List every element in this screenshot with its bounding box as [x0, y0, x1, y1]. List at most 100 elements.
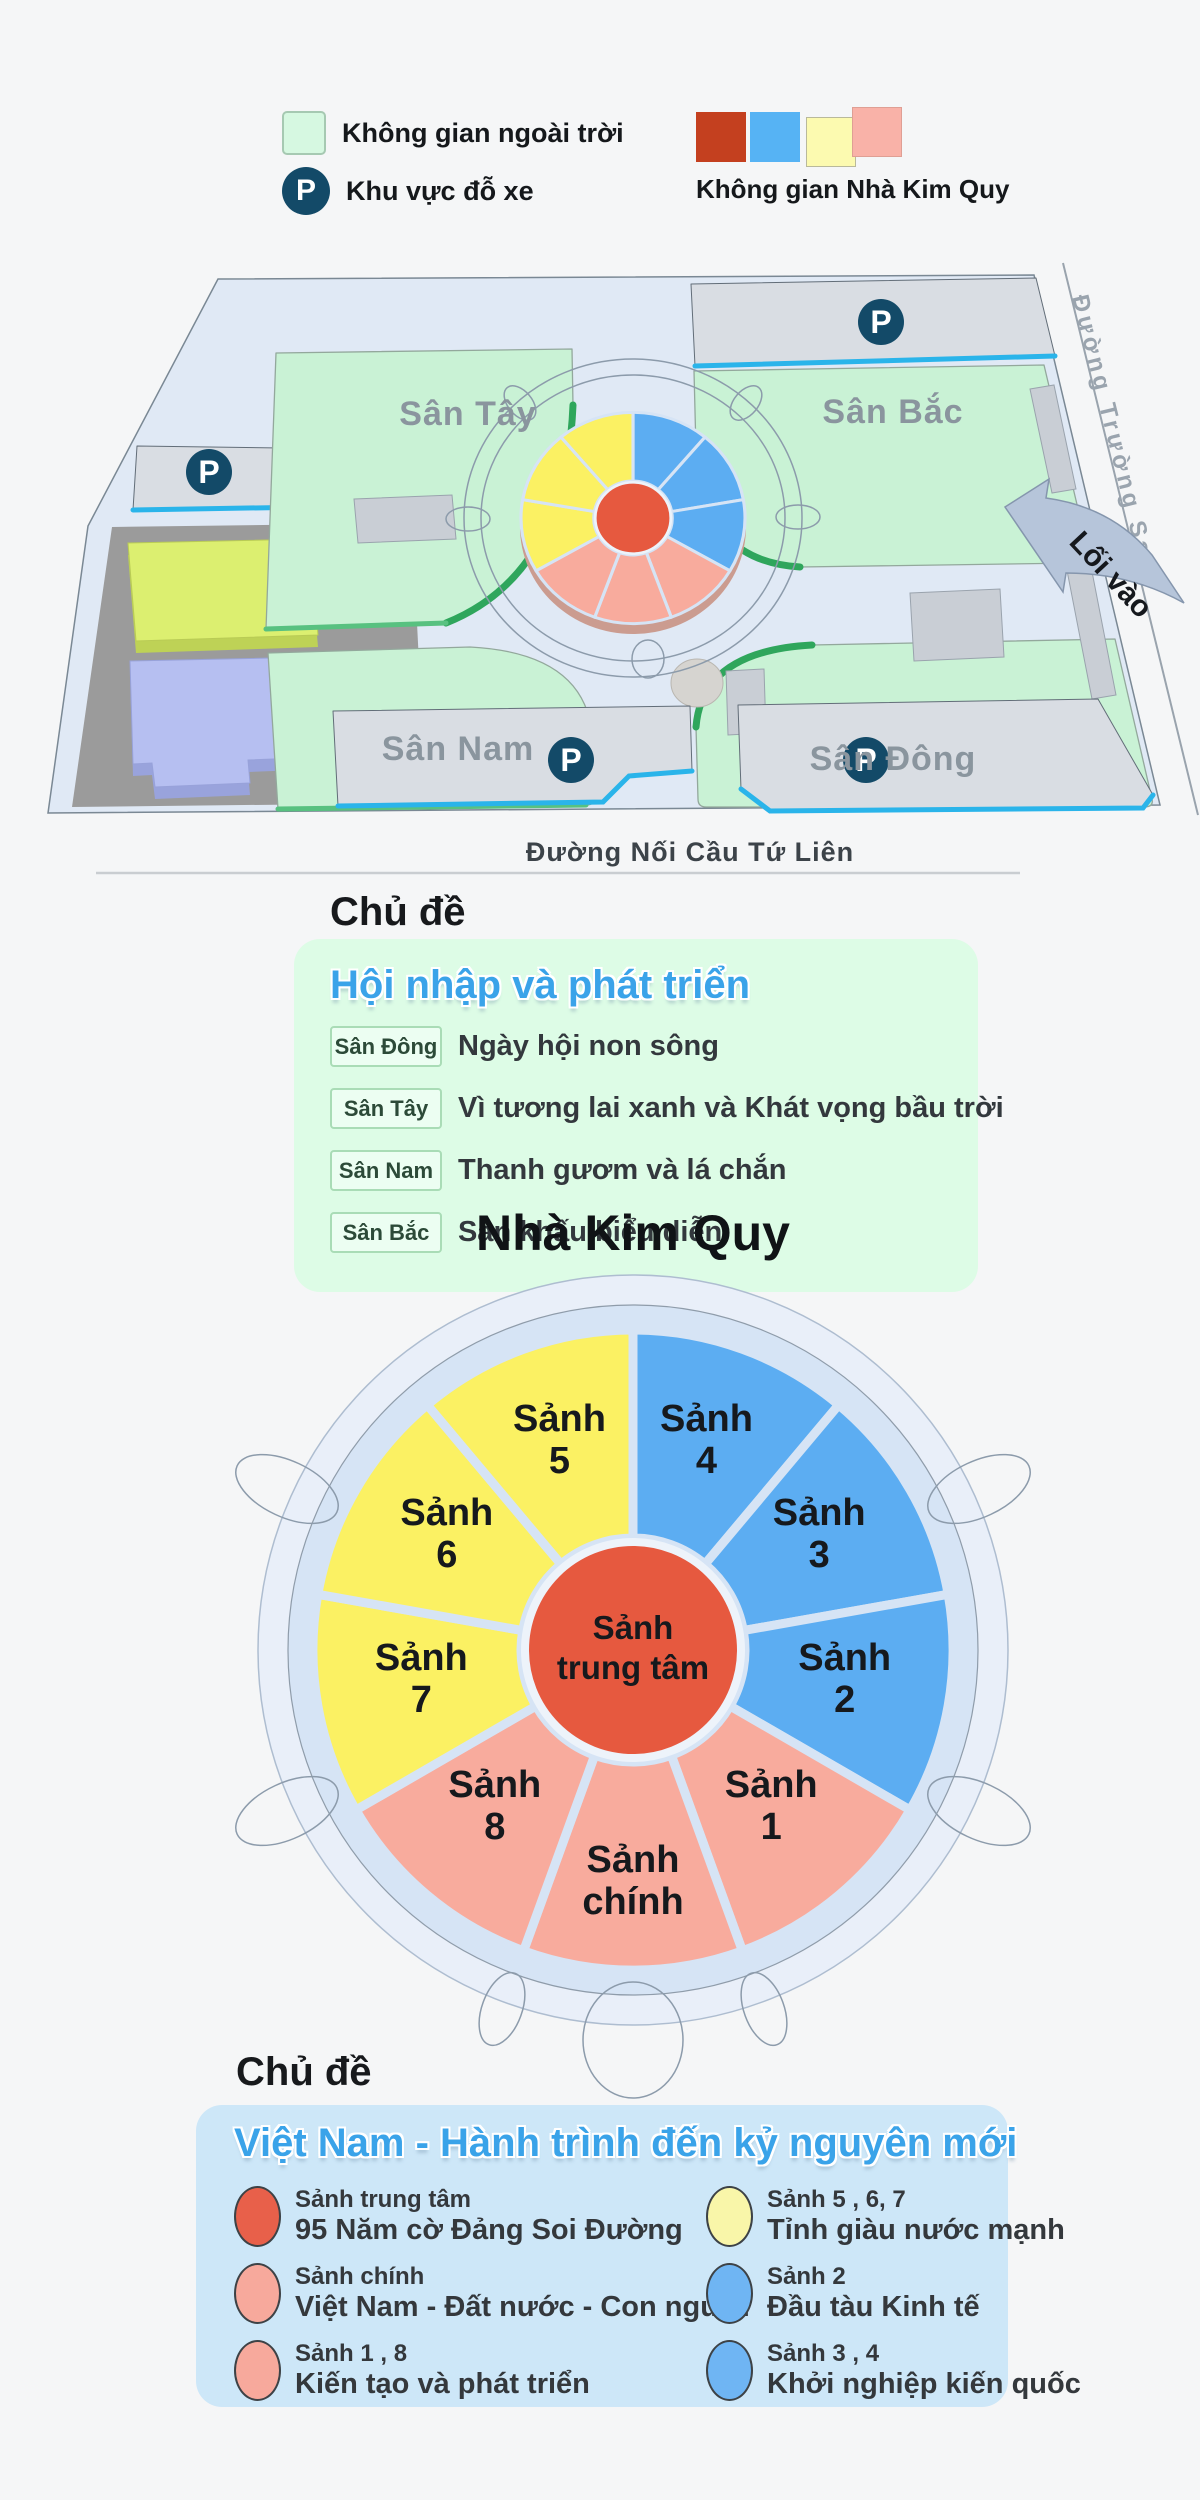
hall-3 — [700, 1400, 953, 1636]
main-hall-swatch — [234, 2263, 281, 2324]
tag-san-bac: Sân Bắc — [330, 1212, 442, 1253]
theme-item-halls-34: Sảnh 3 , 4 Khởi nghiệp kiến quốc — [706, 2332, 1081, 2409]
building-theme-title: Việt Nam - Hành trình đến kỷ nguyên mới — [234, 2121, 1018, 2165]
theme-san-bac: Sân khấu biểu diễn — [458, 1216, 723, 1248]
hall-4-label-2: 4 — [696, 1440, 717, 1482]
head-loop — [582, 1981, 684, 2099]
theme-row-san-bac: Sân Bắc Sân khấu biểu diễn — [330, 1212, 948, 1253]
hall-8-label-1: Sảnh — [448, 1764, 541, 1806]
theme-item-hall-2: Sảnh 2 Đầu tàu Kinh tế — [706, 2255, 1081, 2332]
tail-loop-right — [740, 1971, 788, 2047]
theme-san-dong: Ngày hội non sông — [458, 1030, 719, 1062]
outdoor-theme-heading: Chủ đề — [330, 890, 466, 934]
flipper-nw — [235, 1453, 339, 1525]
theme-item-central-hall: Sảnh trung tâm 95 Năm cờ Đảng Soi Đường — [234, 2178, 706, 2255]
hall-1-label-2: 1 — [761, 1806, 782, 1848]
hall-6-label-1: Sảnh — [400, 1492, 493, 1534]
mini-ring-outer — [463, 358, 803, 678]
building-theme-heading: Chủ đề — [236, 2050, 372, 2094]
building-title: Nhà Kim Quy — [476, 1205, 790, 1261]
hall-5-label-2: 5 — [549, 1440, 570, 1482]
hall-2-label-2: 2 — [834, 1679, 855, 1721]
parking-icon-north: P — [858, 299, 904, 345]
mini-head — [631, 639, 665, 679]
entrance-arrow — [1003, 477, 1185, 604]
outdoor-legend-label: Không gian ngoài trời — [342, 117, 624, 148]
kimquy-legend-label: Không gian Nhà Kim Quy — [696, 174, 1010, 204]
hall-2-swatch — [706, 2263, 753, 2324]
halls-18-swatch — [234, 2340, 281, 2401]
mini-center-hall — [593, 481, 673, 555]
tail-loop-left — [478, 1971, 526, 2047]
theme-item-halls-567: Sảnh 5 , 6, 7 Tỉnh giàu nước mạnh — [706, 2178, 1081, 2255]
label-san-bac: Sân Bắc — [822, 393, 963, 431]
hall-8 — [351, 1701, 600, 1956]
tag-san-tay: Sân Tây — [330, 1088, 442, 1129]
flipper-sw — [235, 1775, 339, 1847]
legend-kimquy-spaces: Không gian Nhà Kim Quy — [696, 104, 1009, 205]
hall-2-label-1: Sảnh — [798, 1637, 891, 1679]
hall-center — [521, 1538, 745, 1762]
hall-chinh-label-2: chính — [582, 1881, 683, 1923]
area-san-dong-accent — [692, 641, 816, 731]
svg-text:P: P — [198, 454, 219, 490]
mini-flipper-west — [445, 506, 491, 532]
kimquy-diagram: Sảnh 4 Sảnh 3 Sảnh 2 Sảnh 1 Sảnh chính S… — [235, 1274, 1031, 2099]
hall-8-label-2: 8 — [484, 1806, 505, 1848]
label-san-tay: Sân Tây — [399, 395, 536, 433]
mini-flipper-nw — [503, 385, 537, 421]
label-san-nam: Sân Nam — [382, 730, 535, 768]
road-strip-ne — [1029, 384, 1077, 494]
parking-north-curb — [692, 353, 1058, 369]
hall-yellow-swatch — [806, 117, 856, 167]
hall-7-label-2: 7 — [411, 1679, 432, 1721]
parking-sw-curb — [335, 768, 695, 809]
area-san-tay-edge — [263, 620, 449, 632]
svg-text:P: P — [855, 742, 876, 778]
theme-row-san-tay: Sân Tây Vì tương lai xanh và Khát vọng b… — [330, 1088, 1004, 1129]
mini-flipper-ne — [729, 385, 763, 421]
parking-icon-west: P — [186, 449, 232, 495]
theme-row-san-nam: Sân Nam Thanh gươm và lá chắn — [330, 1150, 948, 1191]
halls-34-swatch — [706, 2340, 753, 2401]
hall-4-label-1: Sảnh — [660, 1398, 753, 1440]
hall-6-label-2: 6 — [436, 1534, 457, 1576]
mini-ring-inner — [480, 374, 786, 662]
road-bottom-label: Đường Nối Cầu Tứ Liên — [526, 837, 854, 867]
hall-chinh-label-1: Sảnh — [587, 1839, 680, 1881]
parking-icon: P — [282, 167, 330, 215]
hall-7-label-1: Sảnh — [375, 1637, 468, 1679]
legend-outdoor-parking: Không gian ngoài trời P Khu vực đỗ xe — [282, 109, 624, 225]
building-theme-box: Việt Nam - Hành trình đến kỷ nguyên mới … — [196, 2105, 1081, 2409]
label-san-dong: Sân Đông — [810, 740, 977, 778]
hall-4 — [628, 1325, 844, 1569]
outdoor-area-swatch — [282, 111, 326, 155]
theme-item-halls-18: Sảnh 1 , 8 Kiến tạo và phát triển — [234, 2332, 706, 2409]
parking-icon-south-east: P — [843, 737, 889, 783]
service-block-east — [909, 588, 1005, 662]
flipper-se — [927, 1775, 1031, 1847]
parking-icon-south-west: P — [548, 737, 594, 783]
outdoor-theme-title: Hội nhập và phát triển — [330, 963, 751, 1007]
mini-building — [519, 410, 747, 626]
hall-3-label-1: Sảnh — [773, 1492, 866, 1534]
theme-san-nam: Thanh gươm và lá chắn — [458, 1154, 787, 1186]
hall-blue-swatch — [750, 112, 800, 162]
svg-text:P: P — [870, 304, 891, 340]
parking-legend-label: Khu vực đỗ xe — [346, 175, 534, 206]
hall-center-label-2: trung tâm — [557, 1649, 709, 1686]
mini-flipper-east — [775, 504, 821, 530]
outdoor-theme-box: Hội nhập và phát triển Sân Đông Ngày hội… — [294, 939, 1004, 1292]
hall-5 — [422, 1325, 638, 1569]
theme-item-main-hall: Sảnh chính Việt Nam - Đất nước - Con ngư… — [234, 2255, 750, 2332]
site-map: Đường Trường Sa — [47, 262, 1199, 875]
hall-pink-swatch — [852, 107, 902, 157]
flipper-ne — [927, 1453, 1031, 1525]
hall-3-label-2: 3 — [809, 1534, 830, 1576]
theme-san-tay: Vì tương lai xanh và Khát vọng bầu trời — [458, 1092, 1004, 1124]
hall-center-label-1: Sảnh — [593, 1609, 674, 1646]
service-block-west — [353, 494, 457, 544]
theme-row-san-dong: Sân Đông Ngày hội non sông — [330, 1026, 948, 1067]
tag-san-nam: Sân Nam — [330, 1150, 442, 1191]
